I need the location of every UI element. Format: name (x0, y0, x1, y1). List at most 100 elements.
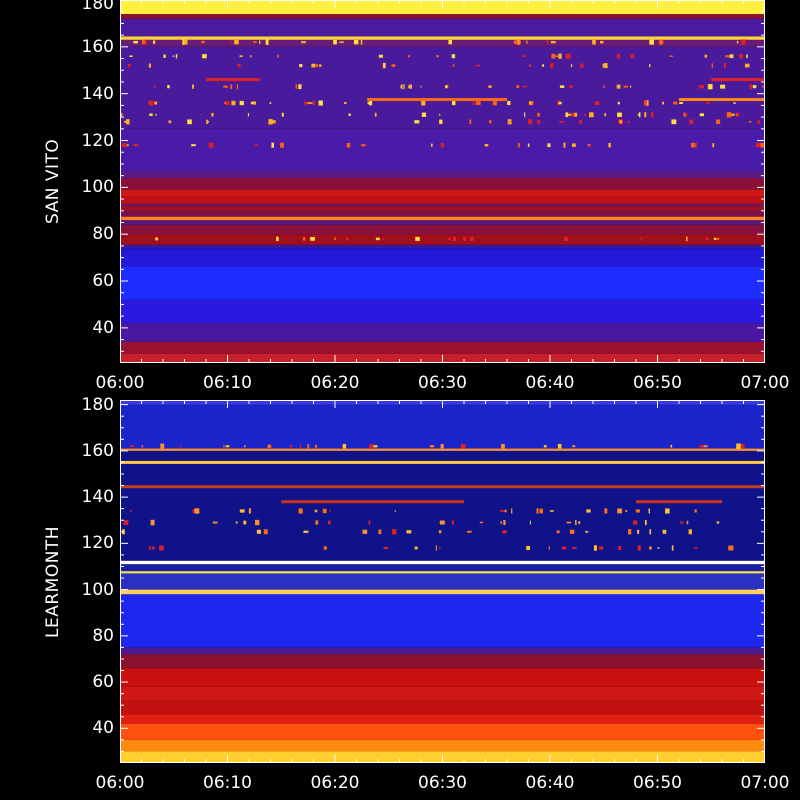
burst-speck (290, 445, 293, 448)
burst-speck (263, 529, 268, 535)
burst-speck (451, 100, 456, 106)
burst-speck (141, 40, 147, 45)
y-tick-label: 120 (81, 533, 114, 554)
burst-speck (223, 85, 228, 88)
burst-speck (616, 84, 621, 89)
burst-speck (705, 237, 709, 241)
burst-speck (673, 101, 678, 105)
burst-speck (299, 64, 303, 68)
burst-speck (466, 530, 472, 533)
burst-speck (580, 63, 584, 68)
burst-speck (712, 143, 715, 148)
burst-speck (153, 40, 156, 44)
burst-speck (256, 529, 261, 534)
burst-speck (671, 545, 674, 551)
burst-speck (501, 443, 505, 449)
burst-speck (699, 113, 705, 117)
burst-speck (695, 142, 698, 148)
frequency-band (120, 220, 765, 225)
burst-speck (150, 519, 155, 526)
burst-speck (269, 102, 272, 104)
burst-speck (484, 143, 489, 147)
burst-speck (235, 521, 238, 524)
burst-speck (565, 112, 569, 118)
burst-speck (414, 120, 420, 124)
burst-speck (298, 84, 302, 90)
burst-speck (129, 445, 134, 448)
y-tick-label: 80 (92, 625, 114, 646)
frequency-band (120, 216, 765, 221)
burst-speck (447, 84, 449, 89)
frequency-band (120, 177, 765, 190)
burst-speck (527, 143, 530, 147)
frequency-band (120, 224, 765, 235)
burst-speck (267, 444, 272, 448)
burst-speck (192, 84, 194, 89)
x-tick-label: 06:10 (203, 773, 252, 793)
burst-speck (192, 509, 197, 513)
frequency-band (120, 564, 765, 572)
burst-speck (685, 113, 688, 117)
burst-speck (564, 236, 568, 241)
burst-speck (746, 54, 748, 58)
burst-speck (649, 529, 652, 535)
burst-speck (665, 508, 670, 514)
burst-speck (159, 545, 164, 551)
burst-speck (304, 101, 308, 105)
burst-speck (277, 54, 280, 58)
burst-speck (521, 55, 526, 58)
burst-speck (550, 40, 556, 44)
burst-speck (318, 100, 323, 106)
burst-speck (375, 237, 380, 241)
frequency-band (120, 299, 765, 324)
frequency-band (120, 203, 765, 207)
burst-speck (500, 521, 502, 525)
burst-speck (361, 144, 366, 147)
frequency-band (120, 206, 765, 211)
burst-speck (594, 101, 600, 105)
burst-speck (689, 119, 694, 125)
frequency-band (120, 189, 765, 197)
burst-speck (571, 143, 576, 147)
panel-san-vito: SAN VITO 40 60 80 100 120 140 160 180 06:00 06:1… (43, 0, 790, 393)
burst-speck (367, 101, 371, 105)
burst-speck (295, 84, 298, 89)
burst-speck (728, 545, 734, 551)
burst-speck (589, 112, 594, 118)
burst-speck (265, 39, 269, 45)
frequency-band (120, 39, 765, 47)
x-tick-label: 06:20 (310, 373, 360, 393)
burst-speck (230, 84, 233, 90)
frequency-band (120, 723, 765, 740)
burst-speck (212, 521, 218, 524)
burst-speck (429, 445, 435, 448)
burst-speck (584, 113, 586, 116)
burst-speck (593, 545, 597, 551)
burst-speck (570, 64, 573, 68)
burst-speck (392, 529, 397, 535)
burst-speck (690, 142, 696, 148)
burst-speck (711, 63, 713, 68)
x-tick-label: 07:00 (740, 373, 790, 393)
burst-speck (374, 112, 377, 117)
burst-speck (369, 444, 373, 449)
burst-speck (130, 509, 132, 513)
burst-speck (194, 508, 200, 514)
burst-speck (625, 509, 628, 513)
y-tick-label: 120 (81, 130, 114, 151)
burst-speck (435, 545, 437, 551)
burst-speck (460, 443, 466, 449)
frequency-band (120, 210, 765, 217)
burst-speck (183, 39, 188, 45)
burst-speck (230, 41, 233, 44)
burst-speck (680, 521, 684, 524)
burst-speck (573, 112, 578, 117)
burst-speck (208, 142, 214, 148)
frequency-band (120, 170, 765, 178)
burst-speck (414, 546, 418, 550)
y-tick-label: 100 (81, 177, 114, 198)
burst-speck (693, 547, 698, 549)
x-tick-label: 06:40 (525, 773, 575, 793)
spectrogram-svg (120, 0, 765, 363)
burst-speck (303, 530, 309, 533)
